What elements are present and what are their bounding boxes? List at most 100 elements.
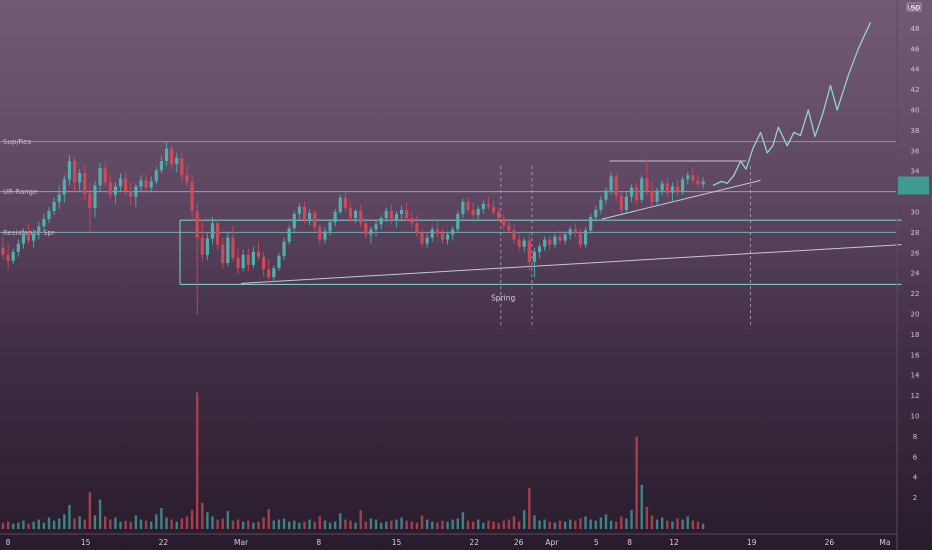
candle-body <box>353 210 358 219</box>
volume-bar <box>272 520 276 529</box>
volume-bar <box>252 522 255 529</box>
candle <box>88 182 92 232</box>
annotations: Spring <box>491 294 515 303</box>
candle-body <box>16 243 20 252</box>
level-label: Sup/Res <box>3 138 32 146</box>
candle-body <box>405 209 409 219</box>
volume-bar <box>12 523 15 529</box>
volume-bar <box>461 512 465 529</box>
candle <box>282 237 286 260</box>
candle <box>686 172 690 185</box>
volume-bar <box>144 520 148 529</box>
candle-body <box>640 178 644 200</box>
candle <box>405 202 409 222</box>
y-tick-label: 16 <box>911 351 920 359</box>
candle-body <box>159 161 164 171</box>
candle-body <box>343 197 347 208</box>
candle <box>16 239 20 257</box>
volume-bar <box>318 516 322 529</box>
candle-body <box>389 210 393 221</box>
volume-bar <box>27 523 30 529</box>
volume-bar <box>655 519 659 529</box>
volume-bar <box>691 520 695 529</box>
candle <box>42 214 46 233</box>
candle-body <box>573 229 577 233</box>
candle-body <box>614 176 618 196</box>
volume-bar <box>139 519 143 529</box>
volume-bar <box>88 492 92 529</box>
candle <box>374 221 378 237</box>
volume-bar <box>604 514 608 529</box>
candle <box>660 180 664 196</box>
volume-bar <box>17 522 20 529</box>
candle <box>287 225 291 245</box>
candle <box>93 181 97 218</box>
volume-bar <box>236 519 240 529</box>
y-tick-label: 4 <box>913 474 918 482</box>
y-tick-label: 24 <box>911 270 920 278</box>
candle-body <box>216 223 220 245</box>
candle-body <box>532 251 537 262</box>
candle <box>512 224 516 244</box>
candle-body <box>318 227 322 240</box>
candle-body <box>691 175 695 181</box>
candle-body <box>134 186 138 197</box>
candle-body <box>72 161 77 183</box>
volume-bar <box>114 517 117 529</box>
candle-body <box>195 210 199 238</box>
candle-body <box>502 218 506 226</box>
candle-body <box>98 168 102 186</box>
candle-body <box>512 230 516 240</box>
candle <box>359 204 363 228</box>
candle-body <box>379 218 383 225</box>
candle <box>200 219 204 262</box>
candle <box>399 205 404 220</box>
candle-body <box>180 157 184 176</box>
candle <box>563 231 567 245</box>
volume-bar <box>42 522 46 529</box>
volume-bar <box>175 521 178 529</box>
candle <box>221 237 225 270</box>
volume-bar <box>640 484 643 529</box>
x-tick-label: 8 <box>316 538 321 547</box>
candle-body <box>497 212 501 219</box>
candle <box>302 201 307 224</box>
candle-body <box>435 229 439 234</box>
projection-line <box>712 22 872 187</box>
candle <box>343 192 347 211</box>
candle-body <box>83 173 87 194</box>
candle-body <box>548 239 552 245</box>
trendline <box>241 244 902 284</box>
candle-body <box>553 236 557 245</box>
candle <box>430 226 434 242</box>
candle-body <box>287 228 291 242</box>
candle <box>338 194 342 215</box>
volume-bar <box>645 506 649 529</box>
candle <box>185 165 189 188</box>
candle <box>37 221 41 240</box>
candle-body <box>645 178 649 191</box>
candle-body <box>144 180 148 188</box>
candle-body <box>675 186 680 192</box>
candle <box>543 236 547 251</box>
candle-body <box>103 168 107 183</box>
candle <box>573 223 577 237</box>
candle <box>154 167 158 185</box>
volume-bar <box>676 518 679 529</box>
volume-bar <box>104 516 107 529</box>
volume-bar <box>119 521 122 529</box>
candle <box>491 200 496 216</box>
candle-body <box>650 190 654 202</box>
volume-bar <box>52 520 56 529</box>
volume-bar <box>441 520 444 529</box>
y-tick-label: 34 <box>911 168 920 176</box>
volume-bar <box>313 521 316 529</box>
volume-bar <box>625 518 628 529</box>
volume-bar <box>1 522 5 529</box>
candle <box>650 182 654 206</box>
candle-body <box>149 181 153 188</box>
candle-body <box>364 223 368 235</box>
candle <box>532 247 537 278</box>
candle-body <box>563 234 567 241</box>
